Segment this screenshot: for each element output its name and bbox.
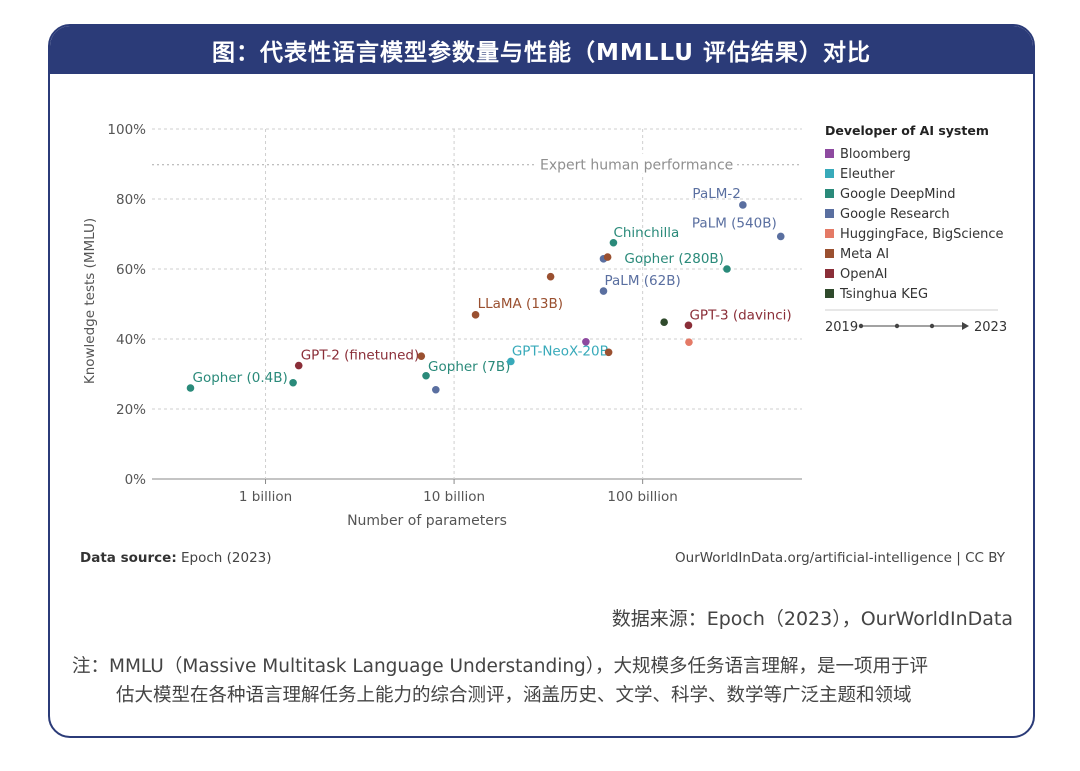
data-point bbox=[609, 238, 618, 247]
data-point bbox=[582, 338, 590, 346]
legend-label: Tsinghua KEG bbox=[839, 287, 928, 302]
legend-label: Bloomberg bbox=[840, 147, 911, 162]
footnote: 注：MMLU（Massive Multitask Language Unders… bbox=[72, 652, 1017, 710]
source-left-value: Epoch (2023) bbox=[177, 550, 272, 566]
point-label: GPT-NeoX-20B bbox=[512, 343, 609, 359]
legend-label: Meta AI bbox=[840, 247, 889, 262]
timeline-start-label: 2019 bbox=[825, 320, 858, 335]
legend-label: Eleuther bbox=[840, 167, 895, 182]
point-label: PaLM-2 bbox=[692, 186, 740, 202]
point-label: PaLM (62B) bbox=[605, 273, 681, 289]
x-axis-title: Number of parameters bbox=[347, 513, 507, 529]
legend-swatch bbox=[825, 189, 834, 198]
legend-swatch bbox=[825, 169, 834, 178]
point-label: GPT-3 (davinci) bbox=[689, 307, 791, 323]
point-label: Chinchilla bbox=[613, 225, 679, 241]
data-point bbox=[604, 348, 613, 357]
data-point bbox=[739, 201, 747, 209]
x-tick-label: 1 billion bbox=[239, 489, 292, 505]
scatter-chart: 0% 20% 40% 60% 80% 100% 1 billion 10 billion 100… bbox=[80, 122, 1007, 566]
timeline-tick bbox=[858, 323, 864, 329]
footnote-line-2: 估大模型在各种语言理解任务上能力的综合测评，涵盖历史、文学、科学、数学等广泛主题… bbox=[116, 685, 912, 706]
timeline-arrow bbox=[962, 322, 969, 330]
timeline-tick bbox=[929, 323, 935, 329]
data-point bbox=[546, 272, 555, 281]
legend-label: HuggingFace, BigScience bbox=[840, 227, 1003, 242]
expert-performance-label: Expert human performance bbox=[540, 158, 733, 174]
legend-swatch bbox=[825, 209, 834, 218]
timeline-end-label: 2023 bbox=[974, 320, 1007, 335]
data-point bbox=[599, 287, 608, 295]
figure-card: 图：代表性语言模型参数量与性能（MMLLU 评估结果）对比 0% 20% 40% 60… bbox=[48, 24, 1035, 738]
data-point bbox=[289, 378, 297, 387]
data-point bbox=[685, 338, 693, 346]
source-left-label: Data source: bbox=[80, 550, 177, 566]
legend-label: Google DeepMind bbox=[840, 187, 956, 202]
y-tick-label: 100% bbox=[107, 122, 146, 138]
y-tick-label: 40% bbox=[116, 332, 146, 348]
y-axis-title: Knowledge tests (MMLU) bbox=[82, 218, 98, 384]
point-label: Gopher (0.4B) bbox=[192, 370, 287, 386]
timeline-tick bbox=[894, 323, 900, 329]
figure-title: 图：代表性语言模型参数量与性能（MMLLU 评估结果）对比 bbox=[50, 26, 1033, 74]
legend-swatch bbox=[825, 249, 834, 258]
source-right: OurWorldInData.org/artificial-intelligen… bbox=[675, 550, 1006, 566]
point-label: PaLM (540B) bbox=[692, 215, 777, 231]
data-point bbox=[432, 385, 440, 394]
point-label: Gopher (7B) bbox=[428, 359, 510, 375]
data-point bbox=[603, 253, 612, 261]
data-point bbox=[417, 352, 426, 360]
y-tick-label: 20% bbox=[116, 402, 146, 418]
data-point bbox=[422, 371, 430, 380]
point-label: Gopher (280B) bbox=[624, 251, 724, 267]
y-tick-label: 0% bbox=[125, 472, 147, 488]
data-point bbox=[471, 311, 480, 319]
data-point bbox=[507, 357, 515, 366]
y-tick-label: 60% bbox=[116, 262, 146, 278]
data-point bbox=[294, 361, 303, 370]
data-point bbox=[776, 232, 785, 241]
legend-swatch bbox=[825, 229, 834, 238]
legend-swatch bbox=[825, 289, 834, 298]
legend-label: Google Research bbox=[840, 207, 950, 222]
x-tick-label: 10 billion bbox=[423, 489, 485, 505]
point-label: LLaMA (13B) bbox=[478, 296, 563, 312]
legend-swatch bbox=[825, 269, 834, 278]
legend-title: Developer of AI system bbox=[825, 123, 989, 138]
footnote-line-1: 注：MMLU（Massive Multitask Language Unders… bbox=[72, 656, 929, 677]
data-point bbox=[660, 318, 668, 327]
source-note-cn: 数据来源：Epoch（2023），OurWorldInData bbox=[611, 608, 1013, 630]
x-tick-label: 100 billion bbox=[607, 489, 677, 505]
point-label: GPT-2 (finetuned) bbox=[301, 348, 420, 364]
expert-label-background bbox=[537, 153, 737, 174]
y-tick-label: 80% bbox=[116, 192, 146, 208]
data-point bbox=[723, 265, 731, 273]
source-left-heading: Data source: Epoch (2023) bbox=[80, 550, 272, 566]
legend-label: OpenAI bbox=[840, 267, 887, 282]
data-point bbox=[684, 321, 693, 330]
data-point bbox=[186, 384, 195, 392]
legend-swatch bbox=[825, 149, 834, 158]
